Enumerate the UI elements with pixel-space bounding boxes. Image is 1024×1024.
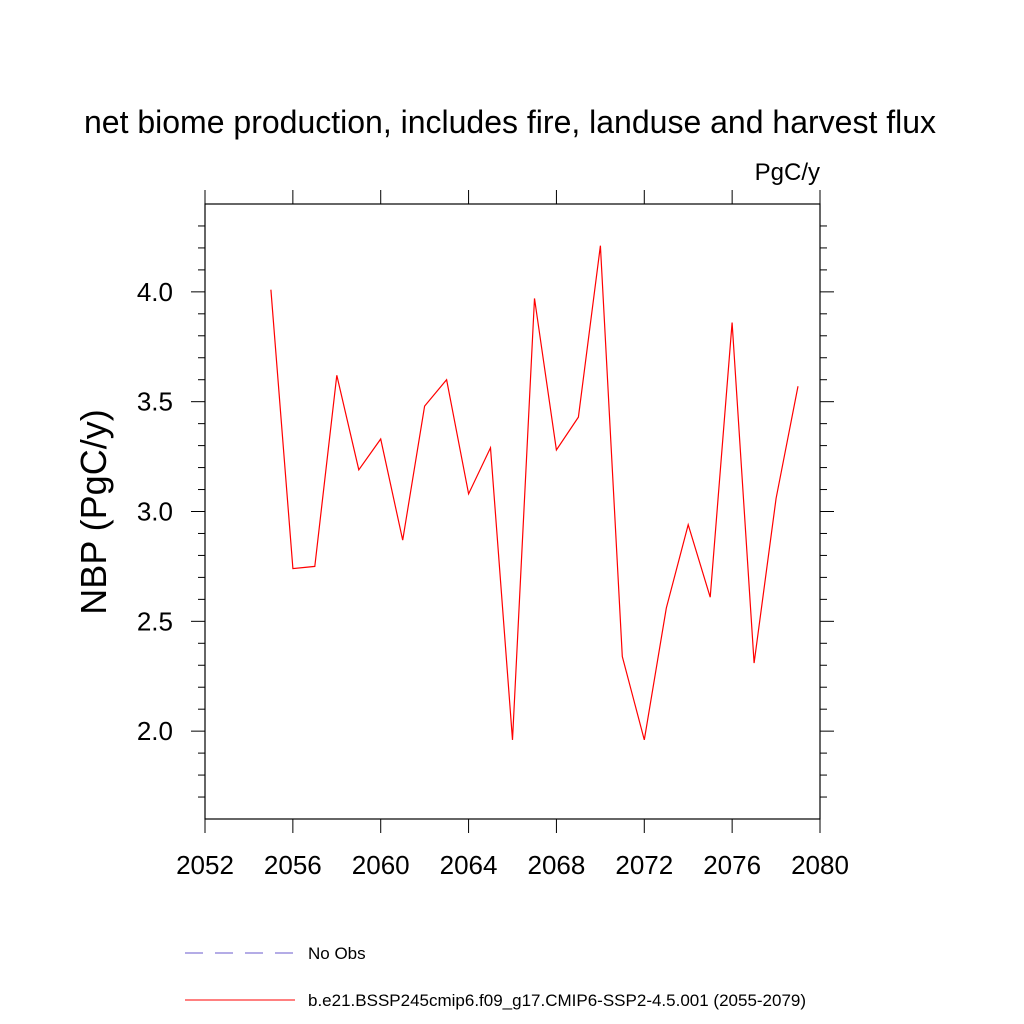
x-tick-label: 2064 [440, 850, 498, 880]
y-axis-label: NBP (PgC/y) [73, 409, 114, 614]
legend-label: No Obs [308, 944, 366, 963]
x-tick-label: 2076 [703, 850, 761, 880]
legend: No Obs b.e21.BSSP245cmip6.f09_g17.CMIP6-S… [185, 944, 806, 1010]
axis-ticks [191, 190, 834, 833]
tick-labels: 2052 2056 2060 2064 2068 2072 2076 2080 2.0 2.5 3.… [137, 277, 849, 880]
x-tick-label: 2056 [264, 850, 322, 880]
y-tick-label: 2.0 [137, 716, 173, 746]
y-tick-label: 2.5 [137, 606, 173, 636]
plot-frame [204, 203, 821, 820]
y-tick-label: 3.0 [137, 497, 173, 527]
x-tick-label: 2068 [528, 850, 586, 880]
x-tick-label: 2080 [791, 850, 849, 880]
y-tick-label: 3.5 [137, 387, 173, 417]
series-line [270, 245, 799, 741]
legend-label: b.e21.BSSP245cmip6.f09_g17.CMIP6-SSP2-4.… [308, 991, 806, 1010]
x-tick-label: 2052 [176, 850, 234, 880]
data-series [270, 245, 799, 741]
x-tick-label: 2060 [352, 850, 410, 880]
chart-title: net biome production, includes fire, lan… [84, 104, 936, 140]
units-label: PgC/y [755, 159, 820, 186]
x-tick-label: 2072 [615, 850, 673, 880]
y-tick-label: 4.0 [137, 277, 173, 307]
